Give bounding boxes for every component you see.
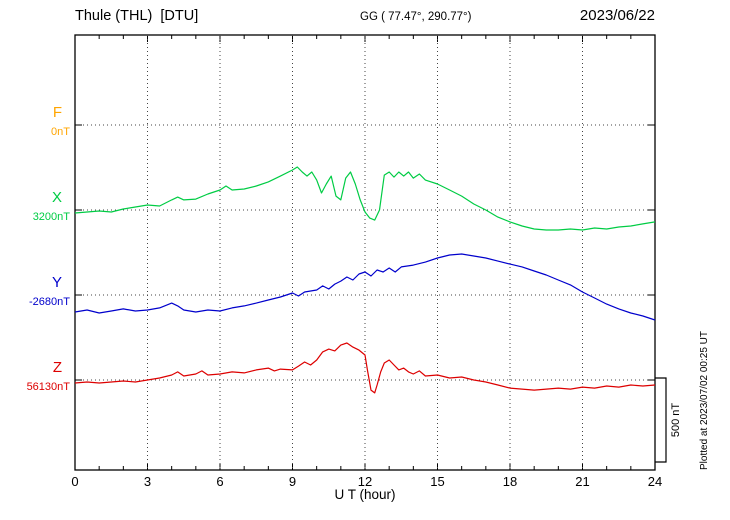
- x-tick-label: 6: [216, 474, 224, 489]
- x-tick-label: 3: [143, 474, 152, 489]
- series-baseline-X: 3200nT: [32, 211, 70, 223]
- series-baseline-Z: 56130nT: [26, 381, 70, 393]
- x-tick-label: 9: [288, 474, 297, 489]
- series-letter-X: X: [51, 189, 62, 206]
- scale-bar-label: 500 nT: [670, 402, 682, 438]
- x-tick-label: 12: [357, 474, 373, 489]
- x-tick-label: 21: [575, 474, 590, 489]
- series-letter-F: F: [52, 104, 62, 121]
- series-letter-Y: Y: [51, 274, 62, 291]
- x-tick-label: 24: [647, 474, 663, 489]
- x-axis-label: U T (hour): [334, 487, 396, 502]
- series-baseline-Y: -2680nT: [29, 296, 70, 308]
- plotted-at-note: Plotted at 2023/07/02 00:25 UT: [699, 331, 710, 470]
- series-letter-Z: Z: [52, 359, 62, 376]
- x-tick-label: 0: [71, 474, 79, 489]
- plot-date: 2023/06/22: [579, 7, 655, 24]
- x-tick-label: 18: [502, 474, 518, 489]
- station-title: Thule (THL) [DTU]: [75, 8, 199, 24]
- x-tick-label: 15: [430, 474, 445, 489]
- series-baseline-F: 0nT: [51, 126, 70, 138]
- geographic-coords: GG ( 77.47°, 290.77°): [360, 11, 472, 23]
